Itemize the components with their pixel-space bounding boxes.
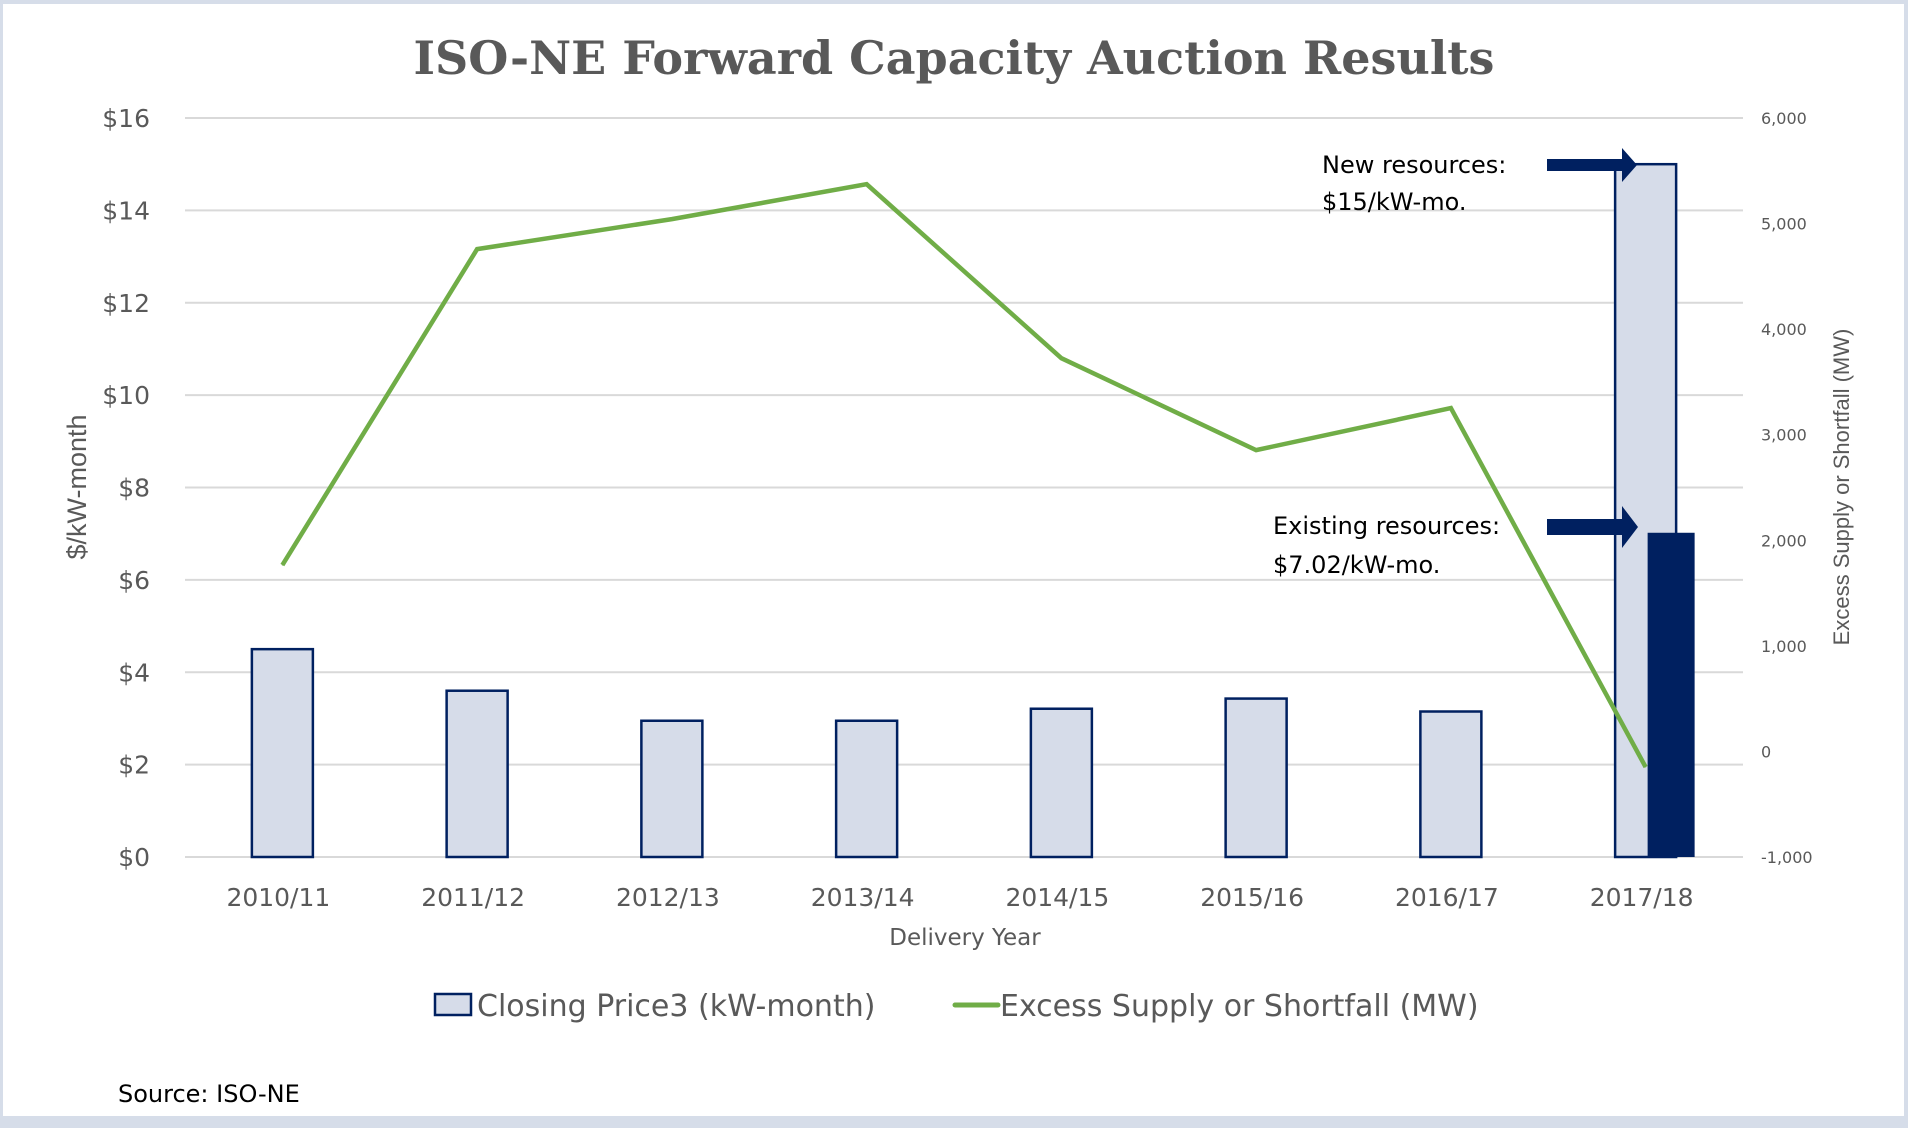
line-point	[1645, 766, 1647, 768]
y-axis-label: $/kW-month	[62, 414, 92, 559]
annotation-new-line1: New resources:	[1322, 151, 1506, 179]
line-series	[280, 181, 1648, 769]
y-tick-label: $10	[102, 381, 150, 410]
y-tick-label: $8	[118, 474, 150, 503]
line-point	[671, 218, 673, 220]
y-tick-label: $2	[118, 751, 150, 780]
x-tick-label: 2016/17	[1395, 883, 1499, 912]
y2-tick-label: 5,000	[1761, 215, 1807, 234]
x-axis-label: Delivery Year	[889, 925, 1041, 951]
annotation-new-resources: New resources: $15/kW-mo.	[1322, 148, 1637, 216]
y-tick-label: $0	[118, 843, 150, 872]
legend-label-line: Excess Supply or Shortfall (MW)	[1000, 989, 1479, 1024]
x-tick-label: 2015/16	[1200, 883, 1304, 912]
gridlines	[185, 117, 1743, 858]
y2-tick-label: 1,000	[1761, 637, 1807, 656]
x-tick-label: 2010/11	[226, 883, 330, 912]
chart-frame	[3, 4, 1904, 1116]
bar	[1419, 710, 1483, 859]
line-point	[476, 248, 478, 250]
annotation-existing-line1: Existing resources:	[1273, 512, 1500, 540]
line-point	[1255, 449, 1257, 451]
line-point	[1450, 407, 1452, 409]
arrow-right-icon	[1547, 148, 1637, 182]
right-axis-ticks: -1,000 0 1,000 2,000 3,000 4,000 5,000 6,000	[1761, 109, 1813, 867]
arrow-right-icon	[1547, 506, 1638, 548]
legend-label-bar: Closing Price3 (kW-month)	[477, 989, 875, 1024]
line-point	[281, 564, 283, 566]
y2-tick-label: 6,000	[1761, 109, 1807, 128]
bar	[250, 647, 315, 859]
overlay-bar-group	[1647, 532, 1695, 857]
bar	[640, 719, 704, 859]
legend-swatch-bar	[433, 992, 473, 1017]
x-tick-label: 2014/15	[1005, 883, 1109, 912]
y2-tick-label: 0	[1761, 742, 1771, 761]
y-tick-label: $4	[118, 658, 150, 687]
legend: Closing Price3 (kW-month) Excess Supply …	[433, 989, 1479, 1024]
y2-tick-label: 4,000	[1761, 320, 1807, 339]
bar	[445, 689, 509, 859]
y2-tick-label: -1,000	[1761, 848, 1813, 867]
y-tick-label: $6	[118, 566, 150, 595]
y2-axis-label: Excess Supply or Shortfall (MW)	[1829, 329, 1854, 646]
annotation-existing-resources: Existing resources: $7.02/kW-mo.	[1273, 506, 1638, 579]
bar	[1224, 697, 1288, 859]
line-point	[866, 183, 868, 185]
line-path	[280, 181, 1648, 769]
bar	[834, 719, 899, 859]
bars	[250, 162, 1678, 859]
y-tick-label: $14	[102, 196, 150, 225]
line-point	[1060, 357, 1062, 359]
overlay-bar	[1647, 532, 1695, 857]
x-axis-ticks: 2010/11 2011/12 2012/13 2013/14 2014/15 2015/…	[226, 883, 1693, 912]
y2-tick-label: 2,000	[1761, 531, 1807, 550]
y2-tick-label: 3,000	[1761, 426, 1807, 445]
x-tick-label: 2011/12	[421, 883, 525, 912]
annotation-existing-line2: $7.02/kW-mo.	[1273, 551, 1440, 579]
left-axis-ticks: $0 $2 $4 $6 $8 $10 $12 $14 $16	[102, 104, 150, 872]
x-tick-label: 2012/13	[616, 883, 720, 912]
chart-title: ISO-NE Forward Capacity Auction Results	[414, 31, 1495, 85]
x-tick-label: 2013/14	[811, 883, 915, 912]
bar	[1029, 707, 1094, 859]
x-tick-label: 2017/18	[1590, 883, 1694, 912]
source-note: Source: ISO-NE	[118, 1080, 300, 1108]
annotation-new-line2: $15/kW-mo.	[1322, 188, 1466, 216]
y-tick-label: $16	[102, 104, 150, 133]
y-tick-label: $12	[102, 289, 150, 318]
